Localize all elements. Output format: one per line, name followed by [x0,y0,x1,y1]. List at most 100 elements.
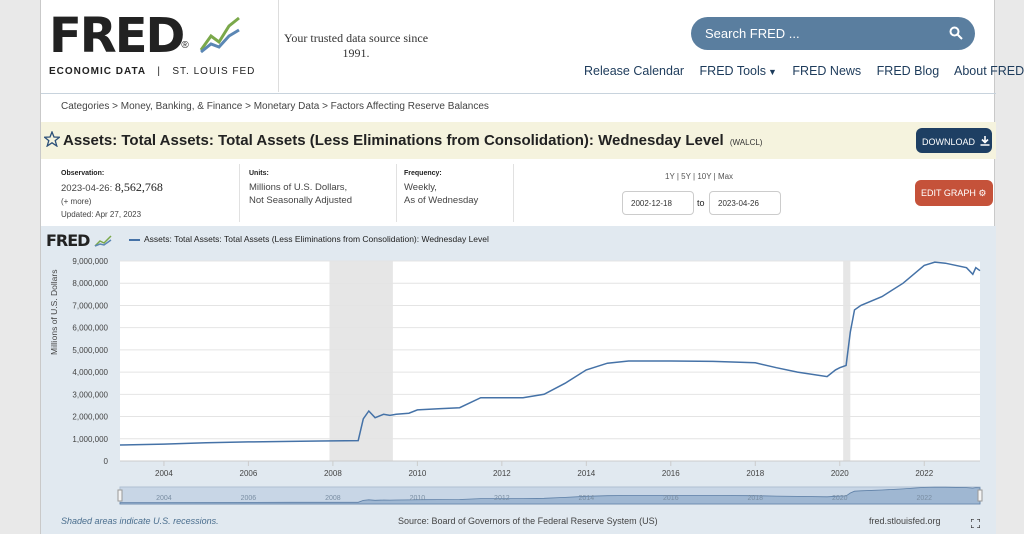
x-tick-label: 2010 [408,469,426,478]
y-tick-label: 0 [104,457,109,466]
navigator-tick-label: 2014 [579,495,595,502]
observation-block: Observation: 2023-04-26: 8,562,768 (+ mo… [61,167,163,221]
chart-fred-logo: FRED [46,231,112,250]
frequency-line-2: As of Wednesday [404,195,479,206]
search-placeholder: Search FRED ... [705,26,800,41]
tagline: Your trusted data source since 1991. [283,31,429,60]
navigator-tick-label: 2006 [241,495,257,502]
edit-graph-button[interactable]: EDIT GRAPH ⚙ [915,180,993,206]
frequency-block: Frequency: Weekly, As of Wednesday [404,167,478,207]
series-code: (WALCL) [729,138,763,147]
chart-logo-icon [94,235,112,247]
frequency-label: Frequency: [404,170,442,177]
x-tick-label: 2020 [831,469,849,478]
logo-sub-bold: ECONOMIC DATA [49,66,147,77]
meta-divider [239,164,240,222]
nav-fred-blog[interactable]: FRED Blog [876,64,940,78]
x-tick-label: 2022 [915,469,933,478]
x-tick-label: 2006 [240,469,258,478]
x-tick-label: 2012 [493,469,511,478]
meta-divider [513,164,514,222]
fred-url[interactable]: fred.stlouisfed.org [869,516,941,526]
navigator-tick-label: 2018 [747,495,763,502]
y-tick-label: 6,000,000 [72,324,108,333]
y-tick-label: 9,000,000 [72,257,108,266]
chevron-down-icon: ▼ [768,67,777,77]
y-tick-label: 7,000,000 [72,301,108,310]
date-to-input[interactable]: 2023-04-26 [709,191,781,215]
chart-svg[interactable]: 0 1,000,000 2,000,000 3,000,000 4,000,000 5,0… [41,0,996,534]
y-tick-label: 8,000,000 [72,279,108,288]
expand-icon[interactable] [971,519,980,528]
logo-wordmark: FRED [49,8,185,64]
navigator-tick-label: 2020 [832,495,848,502]
y-tick-label: 5,000,000 [72,346,108,355]
logo-sub-rest: ST. LOUIS FED [172,66,256,77]
meta-divider [396,164,397,222]
x-tick-label: 2018 [746,469,764,478]
source-note[interactable]: Source: Board of Governors of the Federa… [398,516,658,526]
range-selector[interactable]: 1Y | 5Y | 10Y | Max [665,172,734,181]
series-line [119,261,981,446]
units-line-1: Millions of U.S. Dollars, [249,182,348,193]
legend-swatch [129,239,140,241]
more-link[interactable]: (+ more) [61,197,92,206]
breadcrumb[interactable]: Categories > Money, Banking, & Finance >… [61,101,489,112]
observation-date: 2023-04-26: [61,183,113,194]
search-icon[interactable] [949,26,963,40]
series-title: Assets: Total Assets: Total Assets (Less… [63,132,724,149]
navigator-tick-label: 2016 [663,495,679,502]
y-tick-label: 1,000,000 [72,435,108,444]
star-icon[interactable] [44,131,60,147]
chart-legend[interactable]: Assets: Total Assets: Total Assets (Less… [144,234,489,244]
navigator-handle-left [117,489,123,502]
download-label: DOWNLOAD [922,137,976,147]
frequency-line-1: Weekly, [404,182,437,193]
units-block: Units: Millions of U.S. Dollars, Not Sea… [249,167,352,207]
x-tick-label: 2016 [662,469,680,478]
navigator-handle-right [977,489,983,502]
y-tick-label: 2,000,000 [72,413,108,422]
nav-about-fred-label: About FRED [954,64,1024,78]
logo-registered: ® [181,40,189,51]
date-from-input[interactable]: 2002-12-18 [622,191,694,215]
logo-chart-icon [199,14,241,54]
navigator-tick-label: 2004 [156,495,172,502]
navigator-tick-label: 2010 [410,495,426,502]
header-rule [41,93,996,94]
nav-fred-tools[interactable]: FRED Tools ▼ [700,64,777,78]
nav-release-calendar[interactable]: Release Calendar [584,64,685,78]
nav-fred-news[interactable]: FRED News [792,64,862,78]
logo-subtitle: ECONOMIC DATA | ST. LOUIS FED [49,66,255,77]
units-label: Units: [249,170,269,177]
logo-sub-sep: | [157,66,162,77]
navigator-series [119,486,981,505]
date-to-word: to [697,198,705,208]
search-input[interactable]: Search FRED ... [691,17,975,50]
updated-date: Updated: Apr 27, 2023 [61,210,142,219]
recession-note: Shaded areas indicate U.S. recessions. [61,516,219,526]
y-tick-label: 3,000,000 [72,390,108,399]
series-title-bar: Assets: Total Assets: Total Assets (Less… [41,122,996,159]
download-button[interactable]: DOWNLOAD [916,128,992,153]
edit-graph-label: EDIT GRAPH [921,188,976,198]
observation-value: 8,562,768 [114,180,163,194]
x-tick-label: 2008 [324,469,342,478]
page: FRED® ECONOMIC DATA | ST. LOUIS FED Your… [40,0,1024,534]
units-line-2: Not Seasonally Adjusted [249,195,352,206]
download-icon [980,136,990,146]
navigator-tick-label: 2012 [494,495,510,502]
plot-background [120,261,980,461]
header-divider [278,0,279,92]
fred-logo[interactable]: FRED® [49,12,249,60]
y-tick-label: 4,000,000 [72,368,108,377]
nav-about-fred[interactable]: About FRED▼ [954,64,1024,78]
chart-logo-word: FRED [46,231,90,250]
page-title: Assets: Total Assets: Total Assets (Less… [63,132,762,149]
main-nav: Release Calendar FRED Tools ▼ FRED News F… [584,64,1024,78]
gear-icon: ⚙ [978,188,987,198]
x-tick-label: 2014 [577,469,595,478]
nav-fred-tools-label: FRED Tools [699,64,767,78]
observation-label: Observation: [61,170,105,177]
navigator-tick-label: 2008 [325,495,341,502]
